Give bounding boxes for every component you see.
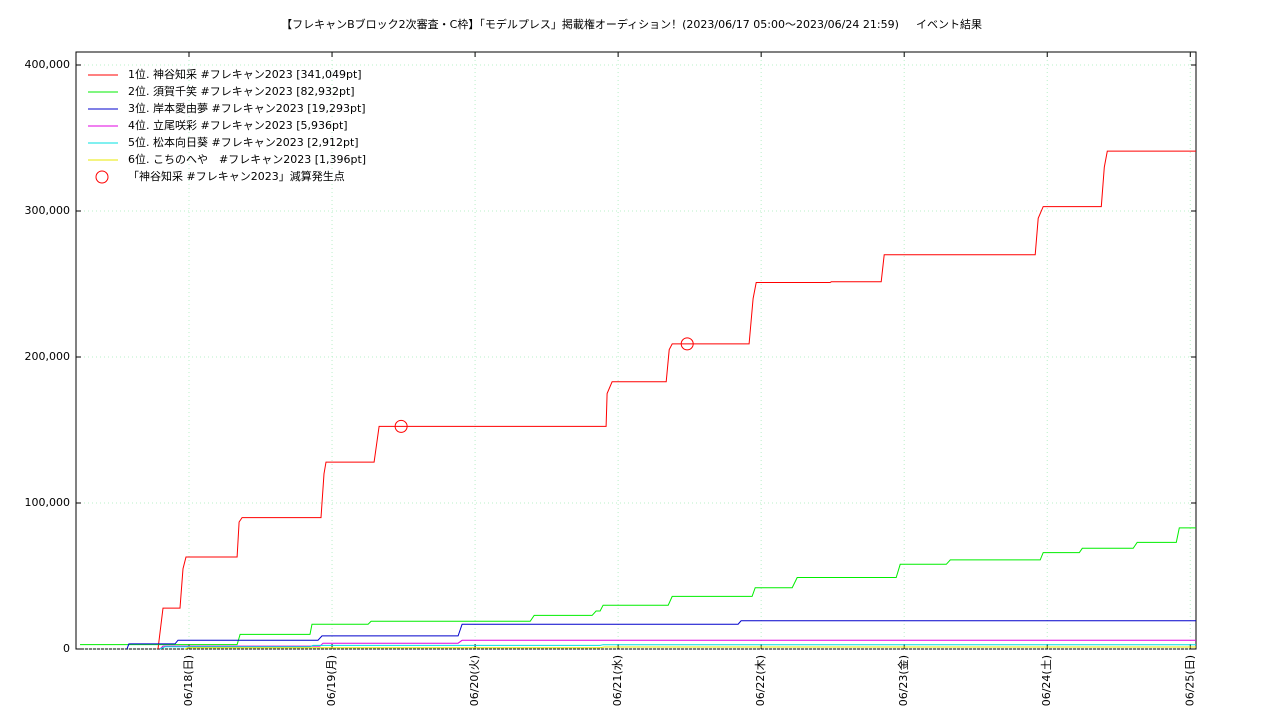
- legend-label: 5位. 松本向日葵 #フレキャン2023 [2,912pt]: [128, 135, 359, 149]
- y-tick-label: 400,000: [25, 58, 71, 71]
- series-line: [126, 620, 1196, 650]
- legend-label: 3位. 岸本愛由夢 #フレキャン2023 [19,293pt]: [128, 101, 366, 115]
- y-tick-label: 0: [63, 642, 70, 655]
- chart-subtitle: イベント結果: [916, 17, 982, 31]
- x-tick-label: 06/22(木): [754, 655, 767, 706]
- x-tick-label: 06/19(月): [325, 655, 338, 706]
- series-line: [184, 646, 1196, 650]
- legend-label: 「神谷知采 #フレキャン2023」減算発生点: [128, 169, 345, 183]
- marker-point: [394, 419, 408, 433]
- legend-label: 2位. 須賀千笑 #フレキャン2023 [82,932pt]: [128, 84, 355, 98]
- x-tick-label: 06/21(水): [611, 655, 624, 706]
- legend-label: 6位. こちのへや #フレキャン2023 [1,396pt]: [128, 152, 366, 166]
- series-line: [157, 150, 1196, 650]
- x-tick-label: 06/20(火): [468, 655, 481, 706]
- marker-point: [680, 337, 694, 351]
- y-tick-label: 300,000: [25, 204, 71, 217]
- x-tick-label: 06/25(日): [1183, 655, 1196, 706]
- series-line: [159, 639, 1196, 650]
- x-tick-label: 06/24(土): [1040, 655, 1053, 706]
- x-tick-label: 06/18(日): [182, 655, 195, 706]
- x-tick-label: 06/23(金): [896, 655, 910, 706]
- series-line: [159, 644, 1196, 650]
- legend-label: 1位. 神谷知采 #フレキャン2023 [341,049pt]: [128, 67, 362, 81]
- y-tick-label: 200,000: [25, 350, 71, 363]
- legend-label: 4位. 立尾咲彩 #フレキャン2023 [5,936pt]: [128, 118, 348, 132]
- y-tick-label: 100,000: [25, 496, 71, 509]
- legend-swatch: [95, 170, 109, 184]
- series-line: [80, 527, 1196, 646]
- chart-title: 【フレキャンBブロック2次審査・C枠】「モデルプレス」掲載権オーディション！(2…: [281, 17, 899, 31]
